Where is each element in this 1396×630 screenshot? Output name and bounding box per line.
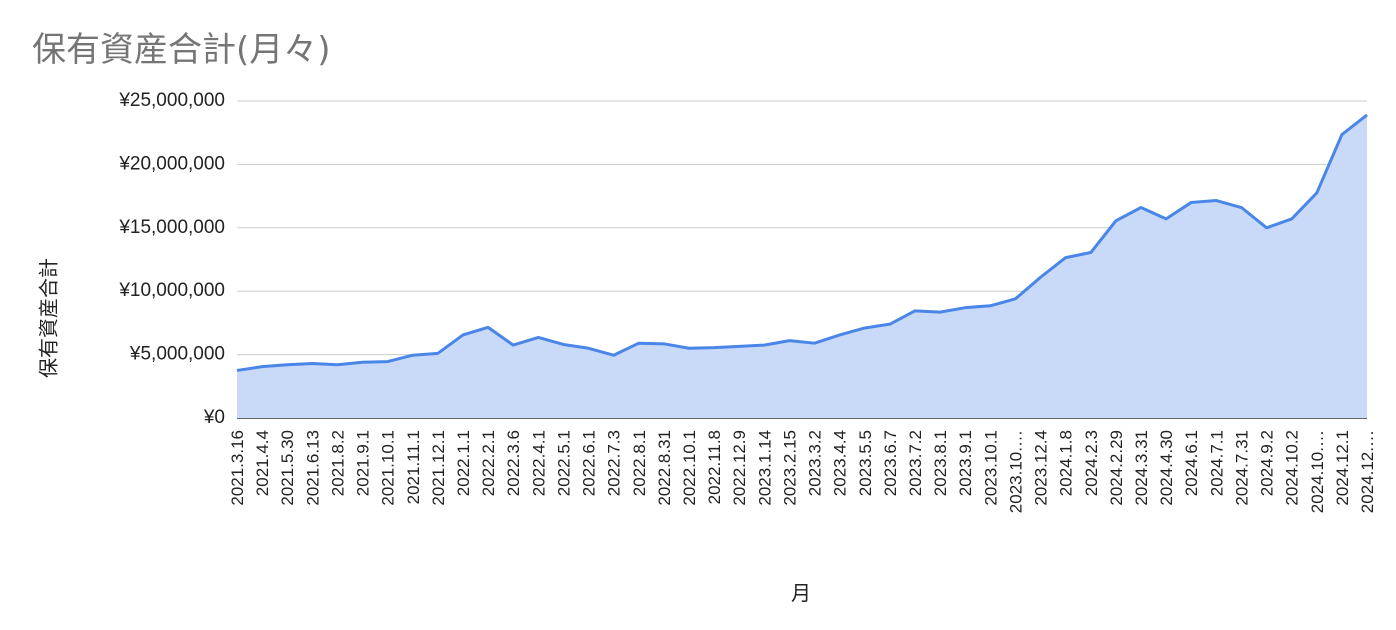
y-tick-label: ¥0 (203, 407, 225, 428)
x-tick-label: 2024.2.3 (1082, 430, 1101, 496)
x-tick-label: 2022.10.1 (680, 430, 699, 506)
x-tick-label: 2021.6.13 (303, 430, 322, 506)
x-tick-label: 2022.4.1 (529, 430, 548, 496)
x-tick-label: 2024.10.… (1308, 430, 1327, 513)
x-tick-label: 2023.7.2 (906, 430, 925, 496)
x-tick-label: 2024.12.… (1358, 430, 1377, 513)
x-tick-label: 2022.2.1 (479, 430, 498, 496)
series-line (236, 113, 1368, 372)
x-tick-label: 2023.10.1 (981, 430, 1000, 506)
x-tick-label: 2021.3.16 (228, 430, 247, 506)
x-tick-label: 2022.12.9 (730, 430, 749, 506)
x-tick-label: 2024.12.1 (1333, 430, 1352, 506)
y-tick-label: ¥10,000,000 (118, 280, 225, 301)
chart-title: 保有資産合計(月々) (32, 30, 331, 70)
x-tick-label: 2024.3.31 (1132, 430, 1151, 506)
x-tick-label: 2022.7.3 (605, 430, 624, 496)
x-tick-label: 2023.8.1 (931, 430, 950, 496)
x-tick-label: 2023.3.2 (806, 430, 825, 496)
x-tick-label: 2024.1.8 (1057, 430, 1076, 496)
x-tick-label: 2024.7.31 (1232, 430, 1251, 506)
x-tick-label: 2022.8.31 (655, 430, 674, 506)
y-tick-label: ¥15,000,000 (118, 217, 225, 238)
x-tick-label: 2023.12.4 (1032, 430, 1051, 506)
x-tick-label: 2023.2.15 (780, 430, 799, 506)
x-tick-label: 2021.10.1 (379, 430, 398, 506)
x-tick-label: 2021.4.4 (253, 430, 272, 496)
x-tick-label: 2022.3.6 (504, 430, 523, 496)
x-tick-label: 2023.10.… (1006, 430, 1025, 513)
x-tick-label: 2022.5.1 (554, 430, 573, 496)
x-tick-label: 2024.10.2 (1283, 430, 1302, 506)
x-tick-label: 2023.1.14 (755, 430, 774, 506)
x-axis-label: 月 (791, 581, 811, 605)
x-tick-label: 2021.8.2 (328, 430, 347, 496)
x-axis: 2021.3.16 2021.4.4 2021.5.30 2021.6.13 2021.… (228, 430, 1377, 513)
y-axis: ¥0 ¥5,000,000 ¥10,000,000 ¥15,000,000 ¥20,00… (118, 90, 225, 428)
x-tick-label: 2022.11.8 (705, 430, 724, 504)
x-tick-label: 2021.11.1 (404, 430, 423, 504)
x-tick-label: 2024.4.30 (1157, 430, 1176, 506)
y-tick-label: ¥25,000,000 (118, 90, 225, 111)
y-axis-label: 保有資産合計 (37, 258, 61, 378)
x-tick-label: 2024.2.29 (1107, 430, 1126, 506)
x-tick-label: 2023.5.5 (856, 430, 875, 496)
x-tick-label: 2021.9.1 (354, 430, 373, 496)
area-fill (237, 114, 1367, 418)
x-tick-label: 2023.6.7 (881, 430, 900, 496)
x-tick-label: 2022.8.1 (630, 430, 649, 496)
x-tick-label: 2022.6.1 (580, 430, 599, 496)
y-tick-label: ¥5,000,000 (129, 344, 225, 365)
y-tick-label: ¥20,000,000 (118, 153, 225, 174)
x-tick-label: 2024.9.2 (1258, 430, 1277, 496)
x-tick-label: 2021.12.1 (429, 430, 448, 506)
x-tick-label: 2024.6.1 (1182, 430, 1201, 496)
x-tick-label: 2023.9.1 (956, 430, 975, 496)
x-tick-label: 2023.4.4 (831, 430, 850, 496)
x-tick-label: 2022.1.1 (454, 430, 473, 496)
x-tick-label: 2021.5.30 (278, 430, 297, 506)
x-tick-label: 2024.7.1 (1207, 430, 1226, 496)
